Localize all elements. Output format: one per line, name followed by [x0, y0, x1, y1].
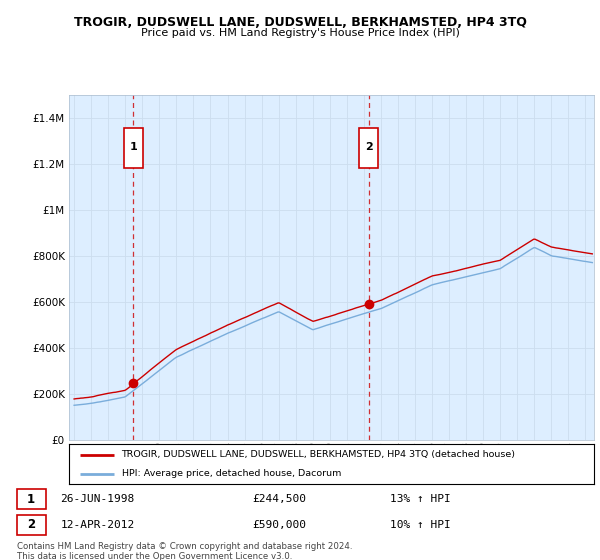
Text: 13% ↑ HPI: 13% ↑ HPI: [390, 494, 451, 505]
Text: 2: 2: [365, 142, 373, 152]
Text: 12-APR-2012: 12-APR-2012: [61, 520, 135, 530]
Text: 2: 2: [27, 519, 35, 531]
FancyBboxPatch shape: [17, 515, 46, 535]
FancyBboxPatch shape: [17, 489, 46, 510]
Text: TROGIR, DUDSWELL LANE, DUDSWELL, BERKHAMSTED, HP4 3TQ (detached house): TROGIR, DUDSWELL LANE, DUDSWELL, BERKHAM…: [121, 450, 515, 459]
Text: Contains HM Land Registry data © Crown copyright and database right 2024.
This d: Contains HM Land Registry data © Crown c…: [17, 542, 352, 560]
Text: TROGIR, DUDSWELL LANE, DUDSWELL, BERKHAMSTED, HP4 3TQ: TROGIR, DUDSWELL LANE, DUDSWELL, BERKHAM…: [74, 16, 526, 29]
Text: 1: 1: [130, 142, 137, 152]
FancyBboxPatch shape: [359, 128, 378, 167]
Text: 1: 1: [27, 493, 35, 506]
FancyBboxPatch shape: [124, 128, 143, 167]
Text: £590,000: £590,000: [252, 520, 306, 530]
Text: HPI: Average price, detached house, Dacorum: HPI: Average price, detached house, Daco…: [121, 469, 341, 478]
Text: Price paid vs. HM Land Registry's House Price Index (HPI): Price paid vs. HM Land Registry's House …: [140, 28, 460, 38]
Text: 26-JUN-1998: 26-JUN-1998: [61, 494, 135, 505]
Text: £244,500: £244,500: [252, 494, 306, 505]
Text: 10% ↑ HPI: 10% ↑ HPI: [390, 520, 451, 530]
